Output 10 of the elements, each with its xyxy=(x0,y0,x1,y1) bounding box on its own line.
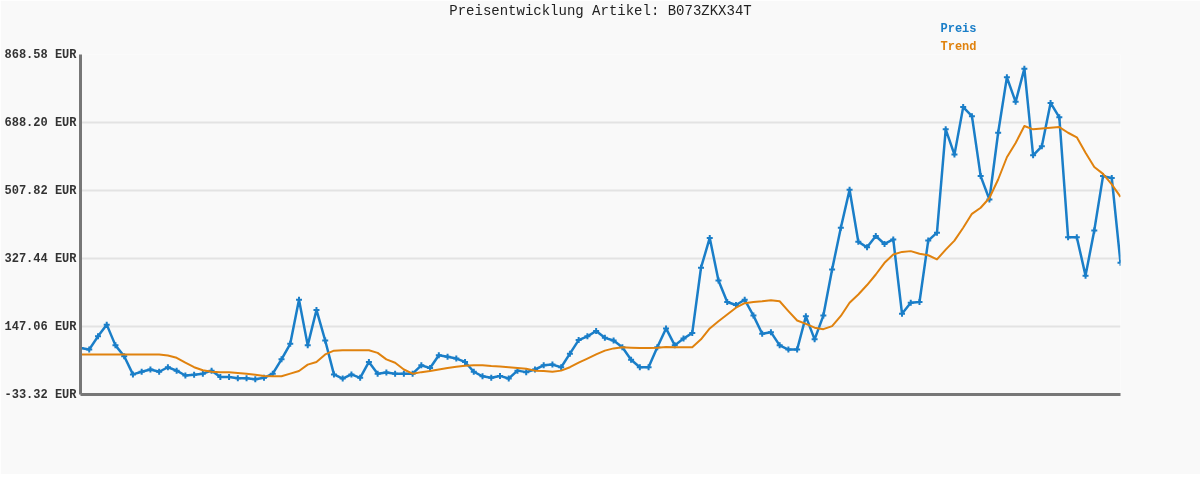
y-tick-label: 507.82 EUR xyxy=(4,183,78,198)
y-tick-label: 688.20 EUR xyxy=(4,115,78,130)
text: Preis xyxy=(940,21,977,36)
text: Trend xyxy=(940,39,977,54)
line-series xyxy=(80,124,1121,378)
y-tick-label: 868.58 EUR xyxy=(4,47,78,62)
y-tick-label: 327.44 EUR xyxy=(4,251,78,266)
y-tick-label: 147.06 EUR xyxy=(4,319,78,334)
chart-title: Preisentwicklung Artikel: B073ZKX34T xyxy=(449,2,752,19)
y-tick-label: -33.32 EUR xyxy=(4,387,78,402)
